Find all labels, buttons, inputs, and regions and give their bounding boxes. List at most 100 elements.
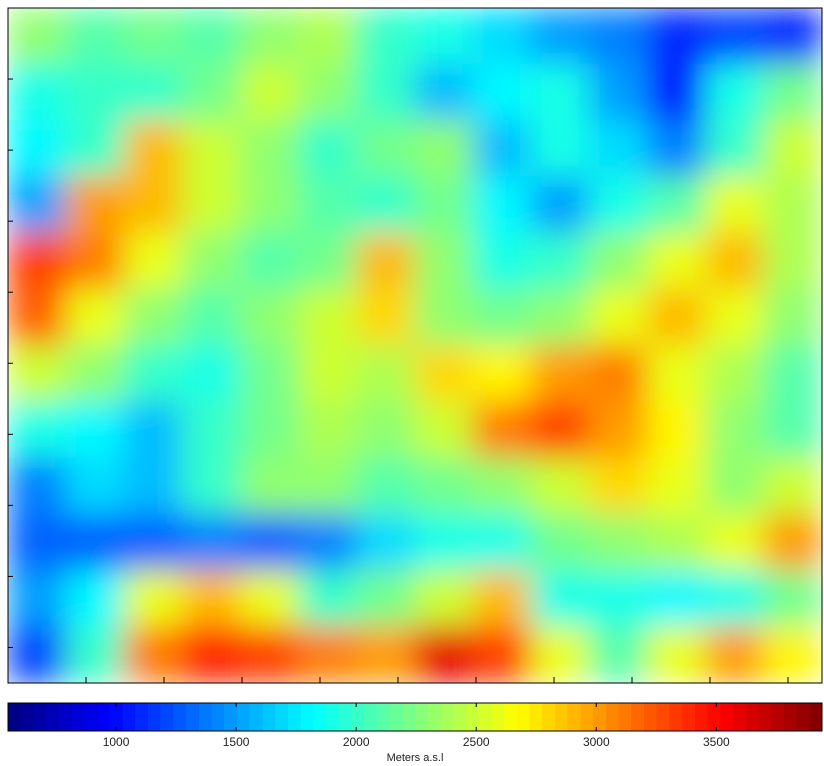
cell bbox=[473, 289, 532, 346]
cell bbox=[473, 570, 532, 627]
cell bbox=[589, 401, 648, 458]
cell bbox=[66, 120, 125, 177]
cell bbox=[763, 233, 822, 290]
cell bbox=[8, 289, 67, 346]
cell bbox=[531, 120, 590, 177]
cell bbox=[589, 570, 648, 627]
cell bbox=[705, 233, 764, 290]
cell bbox=[415, 401, 474, 458]
cell bbox=[8, 64, 67, 121]
cell bbox=[473, 345, 532, 402]
cell bbox=[705, 289, 764, 346]
cell bbox=[66, 345, 125, 402]
cell bbox=[182, 8, 241, 65]
cell bbox=[124, 570, 183, 627]
cell bbox=[473, 233, 532, 290]
cell bbox=[66, 233, 125, 290]
cell bbox=[298, 345, 357, 402]
cell bbox=[66, 289, 125, 346]
cell bbox=[240, 120, 299, 177]
cell bbox=[705, 345, 764, 402]
cell bbox=[763, 401, 822, 458]
cell bbox=[124, 401, 183, 458]
cell bbox=[240, 458, 299, 515]
cell bbox=[240, 233, 299, 290]
cell bbox=[705, 626, 764, 683]
cell bbox=[8, 458, 67, 515]
cell bbox=[240, 176, 299, 233]
cell bbox=[531, 8, 590, 65]
cell bbox=[473, 8, 532, 65]
cell bbox=[763, 458, 822, 515]
cell bbox=[356, 570, 415, 627]
cell bbox=[356, 233, 415, 290]
cell bbox=[589, 289, 648, 346]
cell bbox=[763, 8, 822, 65]
cell bbox=[8, 514, 67, 571]
cell bbox=[647, 345, 706, 402]
cell bbox=[182, 401, 241, 458]
cell bbox=[240, 626, 299, 683]
cell bbox=[124, 64, 183, 121]
cell bbox=[473, 401, 532, 458]
cell bbox=[531, 64, 590, 121]
colorbar bbox=[8, 703, 822, 731]
cell bbox=[473, 64, 532, 121]
colorbar-label: Meters a.s.l bbox=[387, 752, 444, 764]
cell bbox=[589, 120, 648, 177]
cell bbox=[124, 120, 183, 177]
cell bbox=[8, 570, 67, 627]
cell bbox=[182, 176, 241, 233]
cell bbox=[473, 514, 532, 571]
cell bbox=[763, 570, 822, 627]
cell bbox=[66, 8, 125, 65]
cell bbox=[415, 514, 474, 571]
cell bbox=[356, 345, 415, 402]
cell bbox=[182, 64, 241, 121]
cell bbox=[763, 514, 822, 571]
cell bbox=[705, 176, 764, 233]
cell bbox=[763, 289, 822, 346]
cell bbox=[298, 626, 357, 683]
cell bbox=[124, 176, 183, 233]
cell bbox=[356, 8, 415, 65]
cell bbox=[356, 289, 415, 346]
cell bbox=[647, 8, 706, 65]
colorbar-tick-label: 1500 bbox=[223, 735, 250, 749]
cell bbox=[705, 514, 764, 571]
cell bbox=[124, 458, 183, 515]
cell bbox=[182, 458, 241, 515]
cell bbox=[8, 233, 67, 290]
cell bbox=[705, 401, 764, 458]
cell bbox=[647, 120, 706, 177]
chart: 100015002000250030003500 Meters a.s.l bbox=[0, 0, 824, 766]
cell bbox=[763, 626, 822, 683]
cell bbox=[415, 570, 474, 627]
cell bbox=[705, 64, 764, 121]
cell bbox=[182, 233, 241, 290]
cell bbox=[531, 289, 590, 346]
cell bbox=[415, 120, 474, 177]
cell bbox=[647, 401, 706, 458]
cell bbox=[8, 626, 67, 683]
cell bbox=[298, 8, 357, 65]
cell bbox=[298, 458, 357, 515]
cell bbox=[298, 176, 357, 233]
colorbar-tick-label: 3500 bbox=[703, 735, 730, 749]
cell bbox=[240, 514, 299, 571]
cell bbox=[124, 289, 183, 346]
colorbar-tick-label: 2500 bbox=[463, 735, 490, 749]
cell bbox=[298, 289, 357, 346]
cell bbox=[415, 8, 474, 65]
cell bbox=[531, 176, 590, 233]
colorbar-tick-label: 1000 bbox=[103, 735, 130, 749]
cell bbox=[124, 233, 183, 290]
cell bbox=[356, 514, 415, 571]
cell bbox=[763, 120, 822, 177]
cell bbox=[589, 626, 648, 683]
cell bbox=[415, 345, 474, 402]
cell bbox=[182, 289, 241, 346]
cell bbox=[66, 176, 125, 233]
cell bbox=[589, 514, 648, 571]
cell bbox=[8, 345, 67, 402]
